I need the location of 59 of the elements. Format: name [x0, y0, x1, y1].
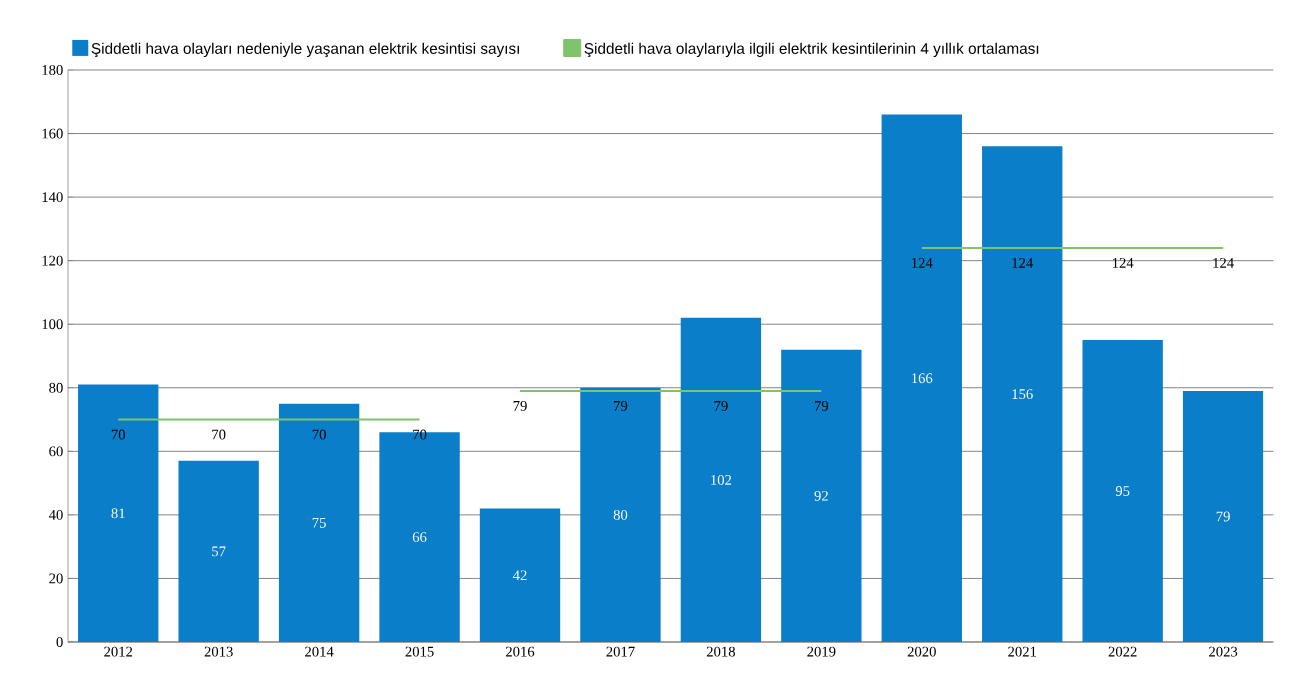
bar [881, 114, 962, 642]
y-tick-label: 0 [56, 637, 63, 647]
data-label: 124 [1112, 258, 1134, 268]
y-tick-label: 100 [42, 319, 63, 330]
data-label: 42 [512, 570, 527, 581]
data-label: 57 [212, 546, 226, 557]
data-label: 66 [412, 532, 427, 543]
data-label: 79 [513, 400, 527, 411]
x-tick-label: 2023 [1209, 646, 1238, 657]
y-tick-label: 160 [42, 128, 63, 139]
x-tick-label: 2015 [405, 646, 434, 657]
y-tick-label: 20 [49, 573, 63, 584]
bar [1182, 390, 1264, 642]
bar [1082, 340, 1163, 642]
data-label: 70 [312, 429, 326, 440]
data-label: 79 [814, 400, 829, 411]
data-label: 81 [111, 508, 125, 519]
data-label: 80 [613, 509, 628, 520]
data-label: 79 [614, 400, 628, 411]
data-label: 70 [212, 429, 226, 440]
legend-label: Şiddetli hava olaylarıyla ilgili elektrik kesintilerinin 4 yıllık ortalaması [584, 42, 1039, 58]
x-tick-label: 2013 [204, 646, 233, 657]
bar [580, 387, 661, 642]
data-label: 124 [1213, 258, 1234, 268]
y-tick-label: 120 [42, 255, 63, 266]
data-label: 124 [1012, 258, 1033, 268]
legend-label: Şiddetli hava olayları nedeniyle yaşanan elektrik kesintisi sayısı [91, 42, 519, 58]
data-label: 79 [714, 400, 728, 411]
bar [178, 460, 259, 642]
x-tick-label: 2014 [305, 646, 334, 657]
x-tick-label: 2021 [1008, 646, 1036, 657]
y-tick-label: 180 [42, 65, 63, 75]
bar [479, 508, 561, 642]
bar [781, 349, 862, 642]
x-tick-label: 2018 [706, 646, 735, 657]
data-label: 92 [814, 490, 828, 501]
data-label: 156 [1012, 389, 1033, 400]
x-tick-label: 2017 [606, 646, 635, 657]
y-tick-label: 80 [49, 382, 63, 393]
y-tick-label: 60 [49, 446, 63, 457]
bar [278, 403, 360, 642]
data-label: 70 [111, 429, 126, 440]
data-label: 75 [312, 517, 326, 528]
x-tick-label: 2016 [505, 646, 535, 657]
x-tick-label: 2020 [907, 646, 936, 657]
data-label: 79 [1216, 511, 1230, 522]
bar [78, 384, 159, 642]
data-label: 95 [1115, 486, 1130, 496]
data-label: 70 [413, 429, 427, 440]
y-tick-label: 40 [48, 509, 63, 520]
data-label: 124 [912, 258, 933, 268]
x-tick-label: 2012 [104, 646, 133, 657]
bar [680, 317, 762, 642]
data-label: 102 [711, 474, 732, 485]
data-label: 166 [912, 373, 933, 384]
x-tick-label: 2022 [1108, 646, 1137, 657]
bar [982, 146, 1063, 642]
x-tick-label: 2019 [807, 646, 836, 657]
y-tick-label: 140 [42, 192, 63, 203]
